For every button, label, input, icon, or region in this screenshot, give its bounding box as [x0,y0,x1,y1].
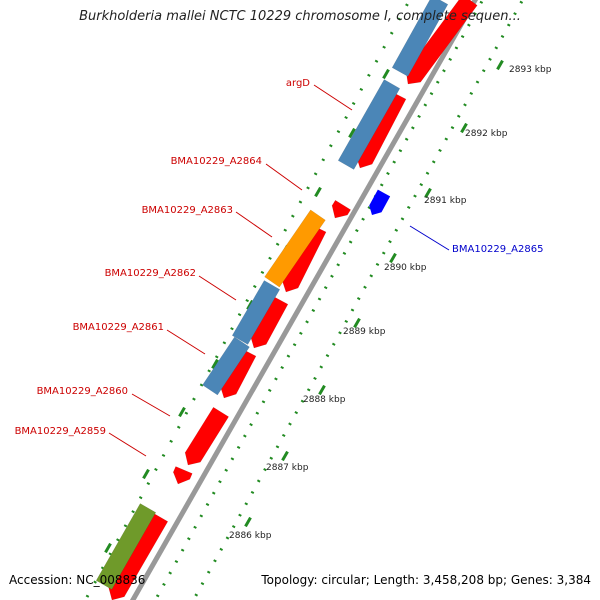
cds-a2860 [184,406,229,466]
scale-label: 2887 kbp [266,463,309,473]
leader-line [166,329,206,355]
major-tick [424,187,432,199]
leader-line [198,275,237,301]
gene-bar-a2863 [264,209,326,288]
scale-label: 2890 kbp [384,263,427,273]
leader-line [313,84,353,111]
genome-summary: Topology: circular; Length: 3,458,208 bp… [261,573,591,587]
gene-features [95,0,478,600]
cds-a2865 [369,189,391,215]
gene-bar-green [95,503,157,590]
major-tick [496,59,504,71]
gene-label-bma10229_a2864: BMA10229_A2864 [171,156,262,167]
scale-label: 2889 kbp [343,327,386,337]
leader-line [108,432,147,457]
major-tick [353,317,361,329]
major-tick [389,252,397,264]
gene-label-bma10229_a2863: BMA10229_A2863 [142,205,233,216]
gene-label-bma10229_a2859: BMA10229_A2859 [15,426,106,437]
gene-bar-a2861 [202,336,250,396]
cds-a2859 [173,466,193,485]
major-tick [382,68,390,80]
gene-label-bma10229_a2865: BMA10229_A2865 [452,244,543,255]
gene-bar-a2862 [231,280,281,345]
gene-label-bma10229_a2862: BMA10229_A2862 [105,268,196,279]
major-tick [211,358,219,370]
scale-labels: 2886 kbp 2887 kbp 2888 kbp 2889 kbp 2890 kbp… [229,65,552,541]
cds-a2864 [331,199,352,219]
major-tick [104,542,112,554]
backbone-highlight [123,0,469,600]
tick-track-1 [153,0,485,600]
leader-line [265,163,303,191]
major-tick [281,450,289,462]
backbone-line [129,0,479,600]
gene-labels: argD BMA10229_A2864 BMA10229_A2863 BMA10229… [15,78,543,457]
scale-label: 2891 kbp [424,196,467,206]
major-tick [460,122,468,134]
gene-label-bma10229_a2861: BMA10229_A2861 [73,322,164,333]
map-title: Burkholderia mallei NCTC 10229 chromosom… [79,9,521,24]
gene-label-argd: argD [286,78,310,89]
scale-label: 2893 kbp [509,65,552,75]
scale-label: 2892 kbp [465,129,508,139]
scale-label: 2888 kbp [303,395,346,405]
gene-label-bma10229_a2860: BMA10229_A2860 [37,386,128,397]
gene-bar-argd [337,79,401,170]
accession-text: Accession: NC_008836 [9,573,146,587]
major-tick [178,406,186,418]
leader-line [131,393,171,417]
gene-bar-top [391,0,449,77]
major-tick [142,468,150,480]
major-tick [314,186,322,198]
major-tick [348,127,356,139]
leader-line [409,225,450,251]
tick-track-2 [191,0,525,600]
tick-track-inner [83,0,412,600]
major-tick [244,516,252,528]
scale-label: 2886 kbp [229,531,272,541]
major-tick [318,384,326,396]
backbone [123,0,479,600]
leader-line [235,211,273,238]
